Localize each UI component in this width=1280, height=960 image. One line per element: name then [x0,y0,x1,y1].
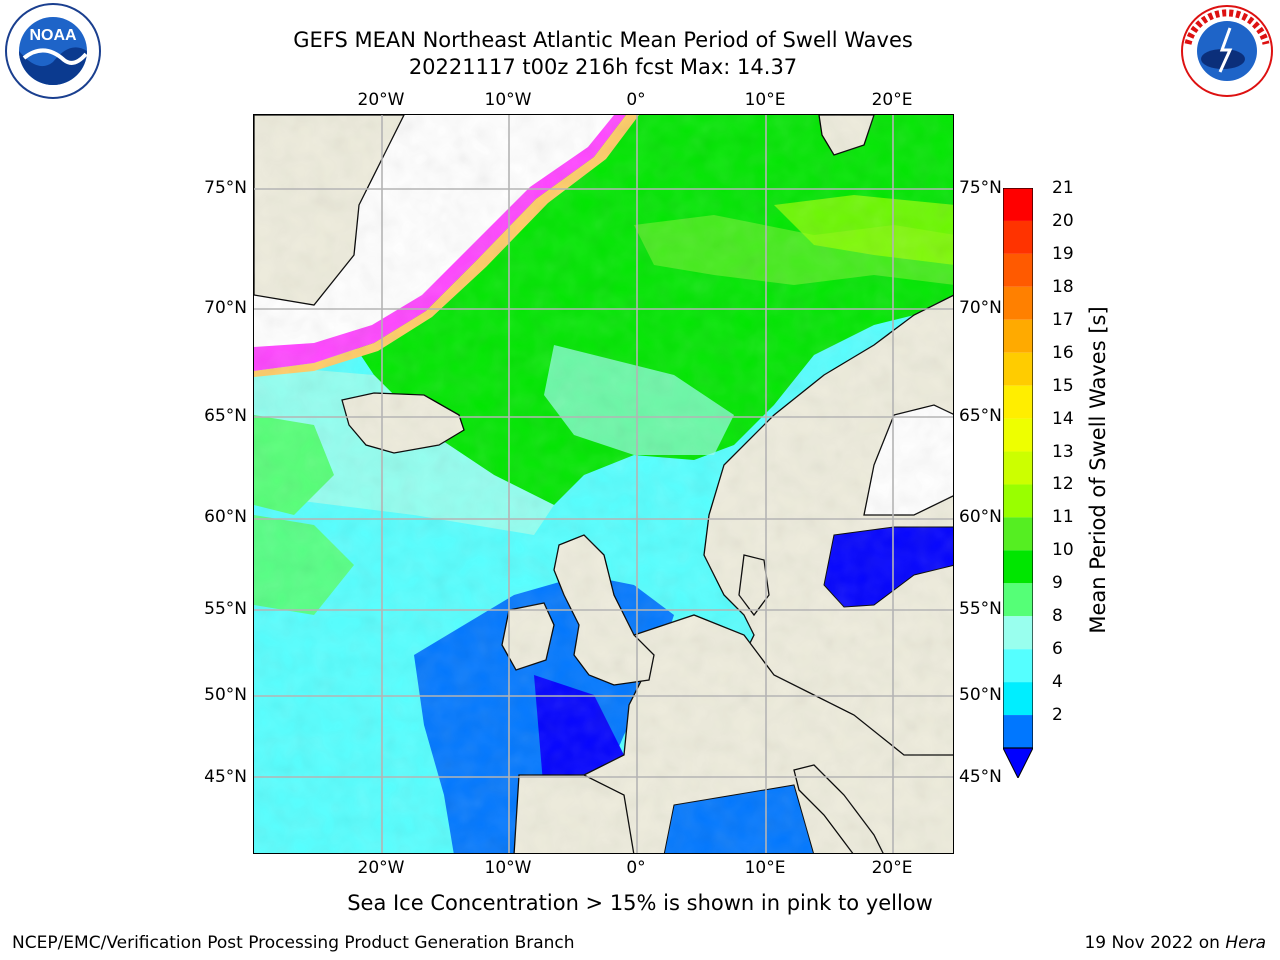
lat-tick-right: 45°N [959,767,1002,787]
colorbar-block [1003,319,1033,353]
graticule [254,115,953,853]
colorbar-tick-label: 18 [1052,276,1074,297]
sea-ice-note: Sea Ice Concentration > 15% is shown in … [347,891,933,915]
lon-tick-top: 10°E [744,90,786,110]
colorbar-tick-label: 2 [1052,705,1063,726]
lat-tick-left: 60°N [204,507,247,527]
colorbar-tick-label: 21 [1052,178,1074,198]
colorbar-block [1003,188,1033,221]
chart-title: GEFS MEAN Northeast Atlantic Mean Period… [293,28,913,52]
colorbar-tick-label: 10 [1052,540,1074,561]
colorbar-block [1003,616,1033,650]
colorbar-block [1003,715,1033,748]
lat-tick-left: 75°N [204,178,247,198]
lat-tick-left: 50°N [204,685,247,705]
lon-tick-top: 20°W [357,90,405,110]
colorbar-tick-label: 20 [1052,210,1074,231]
colorbar-block [1003,286,1033,320]
swell-period-map [253,114,954,854]
colorbar-block [1003,550,1033,584]
footer-machine: Hera [1225,933,1266,953]
noaa-logo: NOAA [4,2,102,104]
lon-tick-top: 20°E [871,90,913,110]
lon-tick-top: 10°W [484,90,532,110]
colorbar [1003,188,1033,778]
colorbar-tick-label: 8 [1052,606,1063,627]
colorbar-tick-label: 11 [1052,507,1074,528]
colorbar-underflow-arrow [1003,747,1033,778]
lon-tick-bottom: 20°W [357,858,405,878]
nws-logo [1178,4,1276,102]
lat-tick-left: 55°N [204,599,247,619]
colorbar-label: Mean Period of Swell Waves [s] [1086,306,1110,634]
colorbar-block [1003,352,1033,386]
colorbar-tick-label: 6 [1052,639,1063,660]
colorbar-tick-label: 17 [1052,309,1074,330]
colorbar-block [1003,583,1033,617]
colorbar-block [1003,418,1033,452]
lat-tick-right: 75°N [959,178,1002,198]
colorbar-tick-label: 9 [1052,573,1063,594]
colorbar-block [1003,385,1033,419]
colorbar-tick-label: 15 [1052,375,1074,396]
lon-tick-bottom: 20°E [871,858,913,878]
colorbar-block [1003,253,1033,287]
lat-tick-right: 50°N [959,685,1002,705]
colorbar-block [1003,451,1033,485]
colorbar-block [1003,220,1033,254]
lat-tick-left: 45°N [204,767,247,787]
lat-tick-left: 65°N [204,406,247,426]
colorbar-tick-label: 13 [1052,441,1074,462]
colorbar-block [1003,484,1033,518]
colorbar-tick-label: 4 [1052,672,1063,693]
colorbar-tick-label: 19 [1052,243,1074,264]
lat-tick-left: 70°N [204,298,247,318]
colorbar-tick-label: 12 [1052,474,1074,495]
colorbar-block [1003,517,1033,551]
lat-tick-right: 70°N [959,298,1002,318]
svg-text:NOAA: NOAA [29,27,77,44]
footer-date: 19 Nov 2022 on Hera [1084,933,1266,953]
chart-subtitle: 20221117 t00z 216h fcst Max: 14.37 [408,55,798,79]
lon-tick-bottom: 10°W [484,858,532,878]
lat-tick-right: 55°N [959,599,1002,619]
colorbar-block [1003,682,1033,716]
colorbar-block [1003,649,1033,683]
lon-tick-bottom: 10°E [744,858,786,878]
lat-tick-right: 60°N [959,507,1002,527]
lon-tick-bottom: 0° [626,858,646,878]
colorbar-tick-label: 16 [1052,342,1074,363]
footer-credit: NCEP/EMC/Verification Post Processing Pr… [12,933,575,953]
colorbar-tick-label: 14 [1052,408,1074,429]
lat-tick-right: 65°N [959,406,1002,426]
lon-tick-top: 0° [626,90,646,110]
